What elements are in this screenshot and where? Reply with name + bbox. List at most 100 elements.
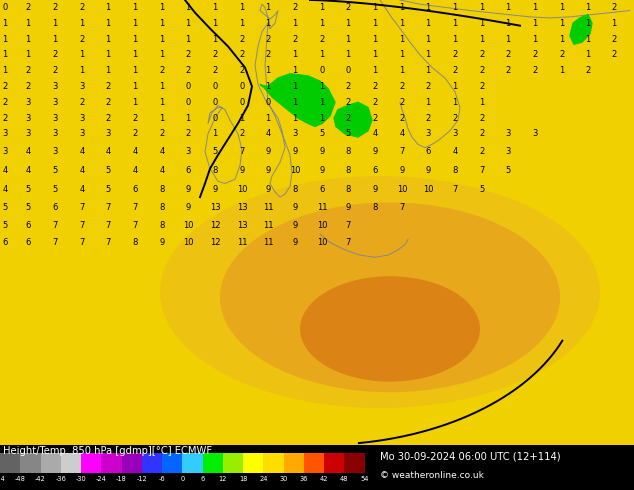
Text: 2: 2: [372, 98, 378, 107]
Text: 2: 2: [105, 114, 110, 122]
Text: 3: 3: [53, 147, 58, 156]
Text: 11: 11: [262, 221, 273, 230]
Text: 1: 1: [611, 19, 617, 28]
Text: 1: 1: [79, 50, 84, 59]
Text: -36: -36: [55, 476, 66, 482]
Text: 5: 5: [25, 203, 30, 212]
Bar: [283, 453, 304, 473]
Text: 6: 6: [185, 166, 191, 175]
Text: 1: 1: [453, 98, 458, 107]
Text: 5: 5: [505, 166, 510, 175]
Text: 1: 1: [292, 66, 297, 75]
Text: 1: 1: [320, 3, 325, 12]
Text: 4: 4: [79, 147, 84, 156]
Text: 1: 1: [266, 3, 271, 12]
Text: 11: 11: [262, 203, 273, 212]
Text: 1: 1: [79, 66, 84, 75]
Text: 1: 1: [185, 34, 191, 44]
Text: 10: 10: [317, 238, 327, 247]
Text: 2: 2: [159, 129, 165, 138]
Text: 2: 2: [25, 3, 30, 12]
Text: 2: 2: [53, 3, 58, 12]
Text: 5: 5: [105, 166, 110, 175]
Text: 2: 2: [611, 50, 617, 59]
Text: 0: 0: [180, 476, 184, 482]
Text: 1: 1: [159, 3, 165, 12]
Text: 2: 2: [240, 129, 245, 138]
Text: 2: 2: [79, 3, 84, 12]
Text: 5: 5: [212, 147, 217, 156]
Text: 7: 7: [133, 221, 138, 230]
Text: 11: 11: [262, 238, 273, 247]
Text: 1: 1: [559, 19, 565, 28]
Text: 2: 2: [399, 114, 404, 122]
Text: 7: 7: [346, 238, 351, 247]
Text: 1: 1: [53, 19, 58, 28]
Text: 4: 4: [3, 166, 8, 175]
Text: 1: 1: [105, 3, 110, 12]
Text: 5: 5: [53, 185, 58, 194]
Text: 9: 9: [346, 203, 351, 212]
Text: 9: 9: [320, 166, 325, 175]
Text: 10: 10: [183, 238, 193, 247]
Text: Mo 30-09-2024 06:00 UTC (12+114): Mo 30-09-2024 06:00 UTC (12+114): [380, 452, 561, 462]
Bar: [344, 453, 365, 473]
Text: 8: 8: [159, 185, 165, 194]
Text: Height/Temp. 850 hPa [gdmp][°C] ECMWF: Height/Temp. 850 hPa [gdmp][°C] ECMWF: [3, 446, 212, 456]
Text: 4: 4: [79, 166, 84, 175]
Text: 1: 1: [266, 19, 271, 28]
Text: 0: 0: [212, 82, 217, 91]
Text: 1: 1: [320, 98, 325, 107]
Text: 4: 4: [79, 185, 84, 194]
Text: 7: 7: [105, 238, 111, 247]
Text: 3: 3: [53, 114, 58, 122]
Text: 12: 12: [210, 238, 220, 247]
Text: 3: 3: [533, 129, 538, 138]
Text: 11: 11: [236, 238, 247, 247]
Text: 2: 2: [505, 50, 510, 59]
Text: 3: 3: [53, 129, 58, 138]
Polygon shape: [334, 102, 372, 137]
Text: 2: 2: [585, 66, 591, 75]
Text: © weatheronline.co.uk: © weatheronline.co.uk: [380, 471, 484, 480]
Text: 1: 1: [533, 3, 538, 12]
Text: 1: 1: [25, 50, 30, 59]
Text: 8: 8: [212, 166, 217, 175]
Text: 9: 9: [240, 166, 245, 175]
Text: 2: 2: [559, 50, 565, 59]
Text: 2: 2: [320, 34, 325, 44]
Text: 1: 1: [453, 3, 458, 12]
Ellipse shape: [300, 276, 480, 382]
Text: 10: 10: [423, 185, 433, 194]
Text: 10: 10: [290, 166, 301, 175]
Text: 7: 7: [346, 221, 351, 230]
Text: 36: 36: [300, 476, 308, 482]
Text: 7: 7: [399, 147, 404, 156]
Text: 1: 1: [3, 34, 8, 44]
Text: 1: 1: [240, 3, 245, 12]
Text: 1: 1: [479, 98, 484, 107]
Text: 4: 4: [133, 166, 138, 175]
Text: 9: 9: [320, 147, 325, 156]
Text: 1: 1: [320, 82, 325, 91]
Text: 2: 2: [479, 66, 484, 75]
Text: 1: 1: [266, 66, 271, 75]
Text: 7: 7: [79, 238, 85, 247]
Text: 8: 8: [159, 203, 165, 212]
Text: 1: 1: [320, 19, 325, 28]
Text: 0: 0: [185, 82, 191, 91]
Text: 1: 1: [453, 82, 458, 91]
Bar: [243, 453, 263, 473]
Text: 1: 1: [185, 19, 191, 28]
Text: 1: 1: [320, 114, 325, 122]
Text: 4: 4: [25, 147, 30, 156]
Text: 1: 1: [533, 19, 538, 28]
Bar: [142, 453, 162, 473]
Text: 2: 2: [79, 98, 84, 107]
Text: 3: 3: [425, 129, 430, 138]
Text: 2: 2: [479, 147, 484, 156]
Text: 8: 8: [372, 203, 378, 212]
Ellipse shape: [160, 176, 600, 408]
Bar: [122, 453, 142, 473]
Text: 3: 3: [79, 114, 85, 122]
